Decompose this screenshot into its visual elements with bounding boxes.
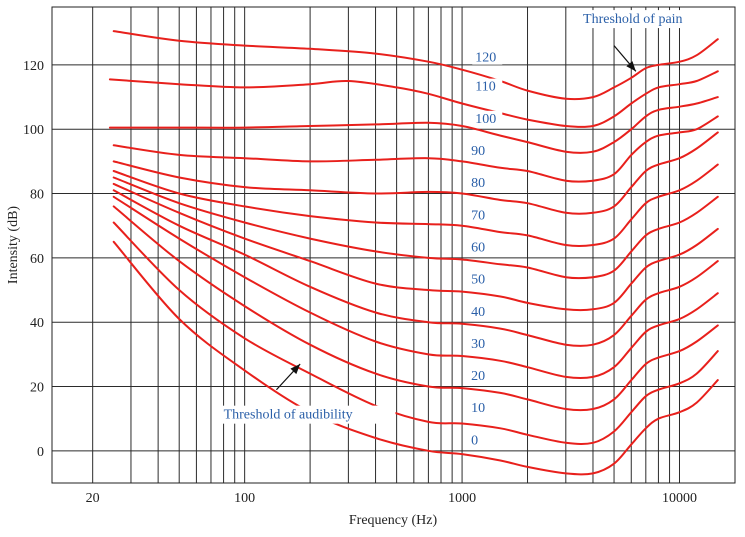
phon-label: 40 [471, 305, 485, 320]
phon-label: 20 [471, 369, 485, 384]
annotation-label: Threshold of audibility [224, 408, 353, 423]
loudness-curve-70 [112, 163, 719, 248]
phon-label: 10 [471, 401, 485, 416]
y-gridlines [52, 64, 735, 452]
loudness-curves [108, 30, 719, 476]
phon-label: 30 [471, 337, 485, 352]
y-tick-label: 100 [23, 123, 44, 138]
loudness-curve-40 [112, 189, 719, 347]
y-tick-label: 60 [30, 252, 44, 267]
phon-label-bg [468, 239, 491, 255]
loudness-curve-80 [112, 131, 719, 215]
annotation-arrow-head [290, 364, 301, 375]
phon-labels: 0 10 20 30 40 50 60 70 80 90 100 110 120 [468, 49, 503, 448]
y-tick-label: 40 [30, 316, 44, 331]
phon-label: 80 [471, 176, 485, 191]
x-axis-title: Frequency (Hz) [349, 513, 438, 528]
x-tick-label: 1000 [448, 491, 476, 506]
phon-label-bg [468, 400, 491, 416]
phon-label: 0 [471, 433, 478, 448]
phon-label-bg [468, 368, 491, 384]
phon-label-bg [468, 175, 491, 191]
phon-label-bg [472, 110, 503, 126]
phon-label-bg [468, 335, 491, 351]
phon-label-bg [468, 432, 483, 448]
loudness-curve-10 [112, 221, 719, 445]
y-tick-label: 20 [30, 381, 44, 396]
phon-label-bg [468, 303, 491, 319]
x-tick-labels: 20 100 1000 10000 [86, 491, 697, 506]
phon-label: 60 [471, 240, 485, 255]
loudness-curve-120 [112, 30, 719, 101]
loudness-curve-90 [112, 115, 719, 183]
annotation-bg [219, 405, 396, 424]
x-tick-label: 20 [86, 491, 100, 506]
phon-label: 120 [475, 51, 496, 66]
annotation-label: Threshold of pain [583, 12, 683, 27]
x-tick-label: 100 [234, 491, 255, 506]
y-tick-labels: 0 20 40 60 80 100 120 [23, 59, 44, 460]
y-tick-label: 80 [30, 188, 44, 203]
phon-label: 50 [471, 273, 485, 288]
phon-label-bg [468, 142, 491, 158]
loudness-curve-0 [112, 240, 719, 476]
annotation-arrow-head [626, 61, 636, 72]
loudness-curve-50 [112, 182, 719, 312]
phon-label-bg [472, 78, 503, 94]
loudness-curve-30 [112, 195, 719, 380]
phon-label-bg [472, 49, 503, 65]
phon-label: 90 [471, 144, 485, 159]
phon-label: 110 [475, 80, 495, 95]
loudness-curve-20 [112, 205, 719, 412]
phon-label-bg [468, 207, 491, 223]
y-tick-label: 0 [37, 445, 44, 460]
annotation-bg [579, 10, 712, 29]
x-gridlines [92, 7, 680, 483]
y-tick-label: 120 [23, 59, 44, 74]
loudness-curve-60 [112, 176, 719, 280]
phon-label: 100 [475, 112, 496, 127]
phon-label-bg [468, 271, 491, 287]
y-axis-title: Intensity (dB) [6, 206, 21, 284]
loudness-curve-100 [108, 96, 719, 154]
annotations: Threshold of pain Threshold of audibility [219, 10, 712, 424]
plot-frame [51, 6, 736, 484]
loudness-curve-110 [108, 70, 719, 129]
x-tick-label: 10000 [662, 491, 697, 506]
phon-label: 70 [471, 208, 485, 223]
